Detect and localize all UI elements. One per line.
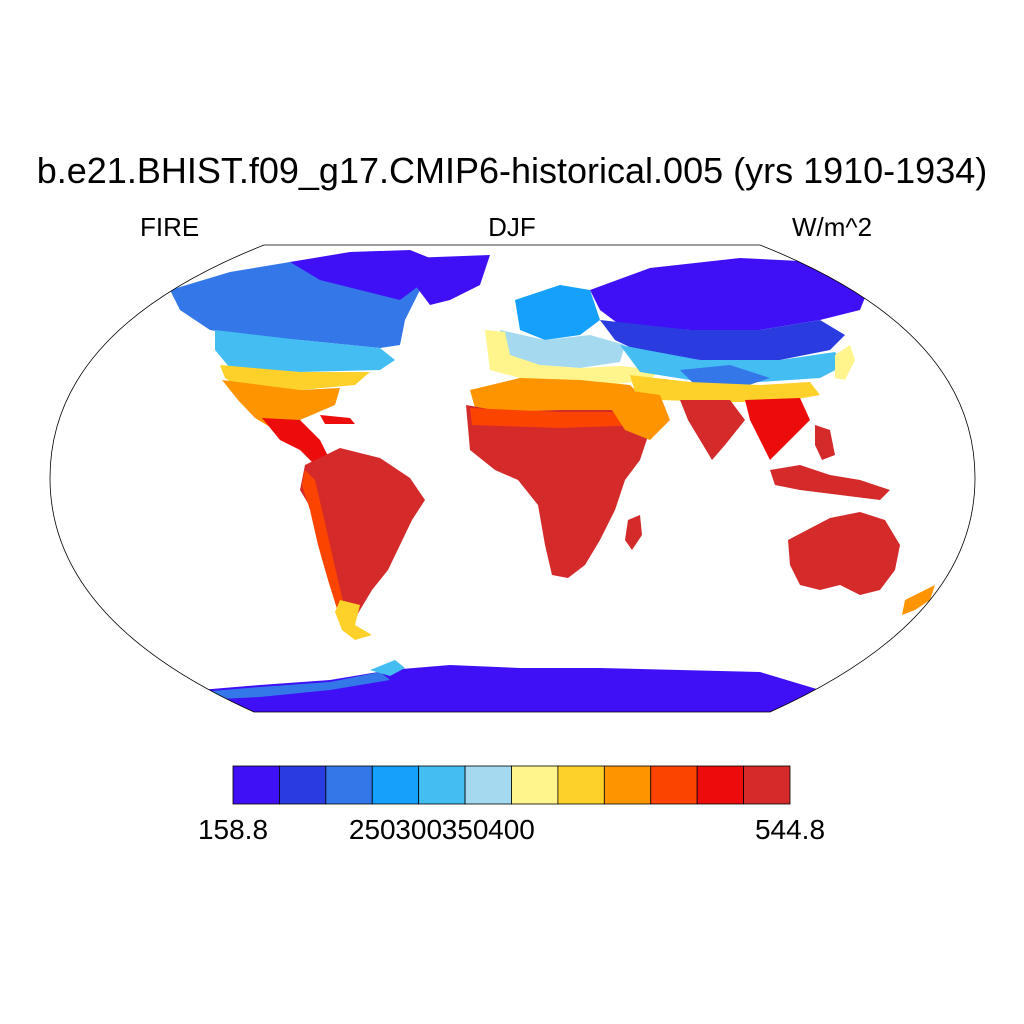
variable-label: FIRE bbox=[140, 212, 200, 242]
europe-north bbox=[515, 285, 600, 340]
colorbar-swatch-7 bbox=[511, 765, 559, 805]
andes bbox=[302, 470, 345, 612]
units-label: W/m^2 bbox=[792, 212, 873, 242]
indonesia bbox=[770, 465, 890, 500]
patagonia bbox=[335, 600, 372, 640]
sahara-band bbox=[470, 408, 645, 428]
season-label: DJF bbox=[488, 212, 536, 242]
japan bbox=[835, 345, 855, 380]
asia-north bbox=[600, 320, 845, 360]
canada-arctic bbox=[290, 250, 440, 300]
colorbar-label-5: 400 bbox=[488, 814, 535, 845]
map-outline bbox=[49, 244, 976, 713]
middle-east bbox=[610, 388, 670, 440]
land-layer bbox=[170, 250, 935, 712]
colorbar-label-1: 158.8 bbox=[197, 814, 269, 845]
colorbar-swatch-10 bbox=[650, 765, 698, 805]
europe-south bbox=[485, 330, 660, 386]
central-america bbox=[262, 418, 330, 465]
colorbar-swatch-6 bbox=[464, 765, 512, 805]
colorbar-swatch-8 bbox=[557, 765, 605, 805]
north-america-mid bbox=[215, 330, 395, 372]
colorbar-swatch-4 bbox=[371, 765, 420, 805]
antarctic-peninsula bbox=[370, 660, 405, 676]
antarctica bbox=[200, 665, 820, 712]
siberia bbox=[590, 258, 870, 330]
colorbar-swatch-2 bbox=[279, 765, 327, 805]
southeast-asia bbox=[745, 398, 810, 460]
colorbar-label-4: 350 bbox=[441, 814, 489, 845]
greenland bbox=[410, 255, 490, 305]
india bbox=[680, 400, 745, 460]
asia-south-mid bbox=[630, 375, 820, 402]
colorbar-label-6: 544.8 bbox=[754, 814, 826, 845]
tibet bbox=[680, 365, 770, 388]
colorbar-swatch-9 bbox=[603, 765, 652, 805]
colorbar-swatch-5 bbox=[418, 765, 466, 805]
asia-central bbox=[620, 345, 845, 382]
cuba bbox=[320, 415, 355, 424]
colorbar-swatch-12 bbox=[743, 765, 791, 805]
australia bbox=[788, 512, 900, 595]
colorbar-swatch-11 bbox=[696, 765, 744, 805]
colorbar-label-3: 300 bbox=[395, 814, 443, 845]
north-africa bbox=[470, 378, 645, 415]
mexico bbox=[222, 380, 340, 430]
colorbar-swatch-3 bbox=[325, 765, 373, 805]
north-america-warm bbox=[220, 365, 370, 390]
antarctica-edge bbox=[200, 672, 390, 700]
colorbar bbox=[232, 765, 791, 805]
philippines bbox=[815, 425, 835, 460]
africa bbox=[466, 405, 650, 578]
madagascar bbox=[625, 515, 642, 550]
plot-title: b.e21.BHIST.f09_g17.CMIP6-historical.005… bbox=[36, 150, 988, 191]
colorbar-label-2: 250 bbox=[348, 814, 396, 845]
europe-central bbox=[500, 330, 625, 368]
colorbar-swatch-1 bbox=[232, 765, 280, 805]
new-zealand bbox=[902, 585, 935, 615]
